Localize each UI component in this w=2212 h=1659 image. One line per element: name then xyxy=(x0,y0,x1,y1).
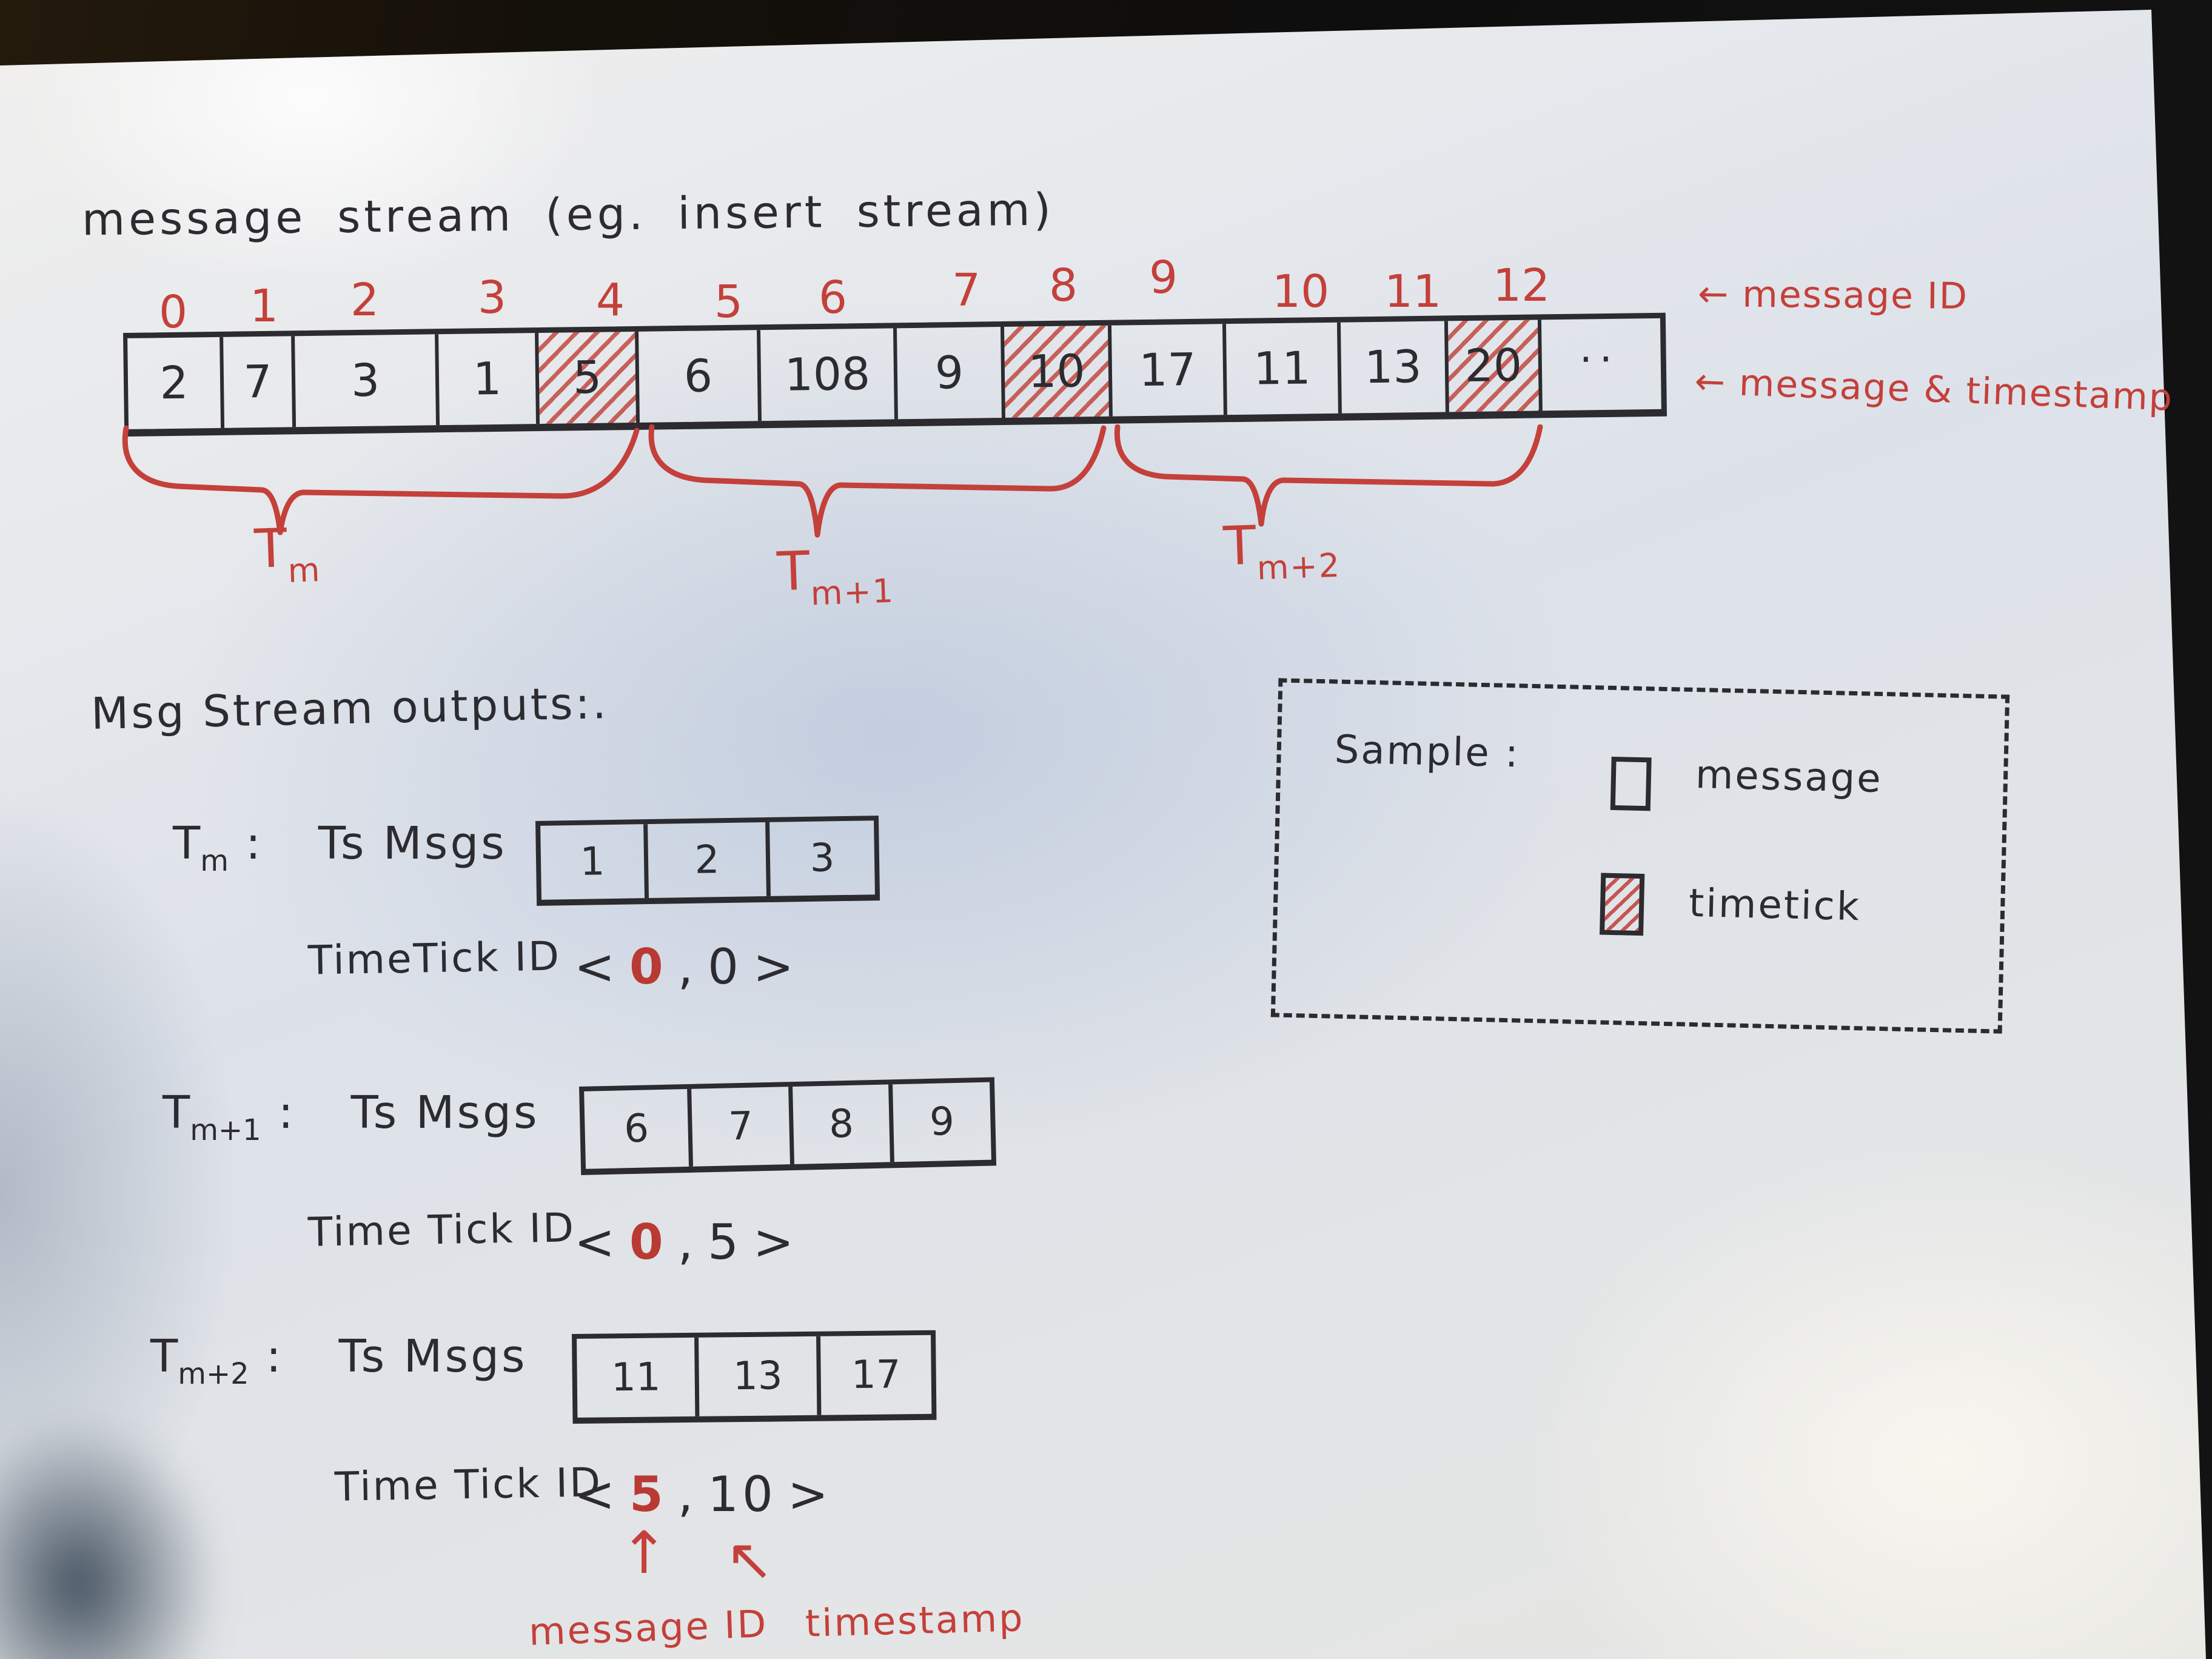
timetick-cell: 20 xyxy=(1444,320,1539,412)
brace-tm2 xyxy=(1114,424,1543,527)
window-label-tm: Tm xyxy=(253,517,322,590)
brace-tm1 xyxy=(648,424,1107,538)
output-msgs-box-tm1: 6 7 8 9 xyxy=(579,1077,997,1175)
stream-cell: 3 xyxy=(291,334,437,427)
timestamp-annotation: timestamp xyxy=(805,1595,1025,1646)
message-id-annotation: message ID xyxy=(528,1601,769,1654)
stream-table: 2 7 3 1 5 6 108 9 10 17 11 13 20 ·· xyxy=(123,312,1667,437)
timetick-id-label-tm1: Time Tick ID xyxy=(307,1204,576,1256)
timetick-cell: 5 xyxy=(535,331,637,424)
stream-cell: 1 xyxy=(435,333,537,426)
stream-index: 11 xyxy=(1384,266,1442,318)
window-braces xyxy=(122,424,1543,538)
stream-index: 2 xyxy=(350,274,380,326)
stream-index: 6 xyxy=(819,272,848,324)
stream-index: 12 xyxy=(1493,260,1550,312)
brace-tm xyxy=(122,425,640,535)
output-msg-cell: 17 xyxy=(816,1335,932,1415)
stream-index: 9 xyxy=(1149,252,1178,304)
northwest-arrow-icon: ↖ xyxy=(725,1526,774,1594)
output-msgs-box-tm: 1 2 3 xyxy=(535,816,880,906)
legend-box: Sample : message timetick xyxy=(1270,678,2010,1034)
stream-cell: 13 xyxy=(1336,321,1446,414)
timetick-id-value-tm2: <5, 10 > xyxy=(574,1466,832,1523)
timetick-swatch-icon xyxy=(1600,873,1645,936)
legend-item-message: message xyxy=(1695,752,1883,802)
output-msg-cell: 2 xyxy=(643,822,766,899)
output-row-label-tm1: Tm+1: Ts Msgs xyxy=(163,1087,540,1147)
output-msg-cell: 1 xyxy=(580,839,606,885)
stream-index: 8 xyxy=(1049,260,1078,312)
up-arrow-icon: ↑ xyxy=(620,1519,669,1587)
stream-index: 5 xyxy=(714,276,743,328)
stream-index: 10 xyxy=(1272,266,1330,318)
legend-item-timetick: timetick xyxy=(1688,880,1862,930)
output-row-label-tm2: Tm+2: Ts Msgs xyxy=(150,1330,528,1391)
timetick-id-label-tm2: Time Tick ID xyxy=(334,1459,603,1510)
ellipsis-cell: ·· xyxy=(1537,318,1658,411)
timetick-cell: 10 xyxy=(1000,325,1109,418)
stream-index: 4 xyxy=(596,274,625,326)
stream-cell: 17 xyxy=(1107,324,1224,417)
message-id-note: ← message ID xyxy=(1697,273,1969,318)
output-msg-cell: 9 xyxy=(888,1082,991,1162)
legend-title: Sample : xyxy=(1334,727,1521,777)
output-msg-cell: 6 xyxy=(623,1106,649,1152)
output-msg-cell: 3 xyxy=(765,820,875,897)
stream-index: 7 xyxy=(952,264,981,317)
stream-index: 1 xyxy=(250,280,279,332)
output-row-label-tm: Tm: Ts Msgs xyxy=(173,817,507,878)
timetick-id-value-tm1: <0, 5 > xyxy=(574,1214,798,1270)
stream-cell: 108 xyxy=(757,328,894,421)
stream-index: 3 xyxy=(478,272,507,324)
outputs-heading: Msg Stream outputs:. xyxy=(90,677,609,739)
timetick-id-value-tm: <0, 0 > xyxy=(574,939,798,995)
stream-index: 0 xyxy=(159,286,188,338)
output-msg-cell: 11 xyxy=(611,1355,661,1401)
stream-cell: 11 xyxy=(1222,322,1338,415)
timetick-id-label-tm: TimeTick ID xyxy=(307,933,561,984)
stream-cell: 9 xyxy=(893,327,1002,420)
stream-cell: 2 xyxy=(159,357,189,410)
output-msg-cell: 7 xyxy=(687,1087,790,1167)
output-msgs-box-tm2: 11 13 17 xyxy=(572,1330,937,1424)
stream-cell: 7 xyxy=(220,336,293,428)
diagram-title: message stream (eg. insert stream) xyxy=(81,184,1055,246)
output-msg-cell: 13 xyxy=(694,1336,817,1416)
stream-cell: 6 xyxy=(635,330,758,423)
message-swatch-icon xyxy=(1610,756,1652,811)
window-label-tm2: Tm+2 xyxy=(1222,514,1342,588)
output-msg-cell: 8 xyxy=(788,1084,890,1165)
window-label-tm1: Tm+1 xyxy=(776,539,896,613)
